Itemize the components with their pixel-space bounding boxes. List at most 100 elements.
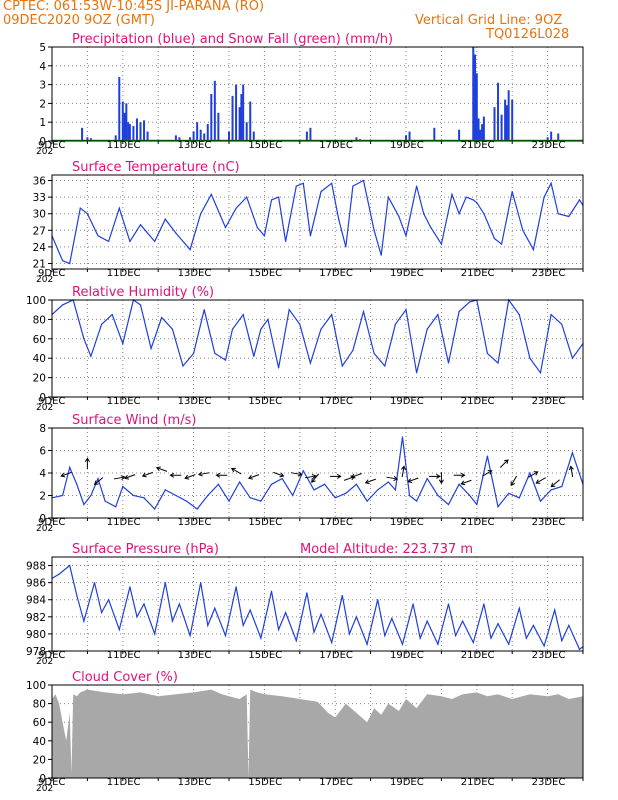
- wind-arrow-head: [460, 480, 466, 486]
- series-point: [550, 313, 552, 316]
- series-point: [136, 616, 138, 618]
- series-point: [83, 338, 85, 340]
- series-point: [561, 485, 563, 488]
- x-tick-label: 11DEC: [107, 650, 141, 661]
- y-tick-label: 984: [26, 595, 46, 607]
- x-tick-label: 17DEC: [319, 517, 353, 528]
- series-point: [129, 240, 131, 242]
- y-tick-label: 982: [26, 612, 46, 624]
- precip-bar: [231, 95, 234, 141]
- wind-arrow: [535, 477, 546, 484]
- series-point: [430, 226, 432, 229]
- x-tick-label: 17DEC: [319, 140, 353, 151]
- series-point: [355, 616, 358, 618]
- header-code: TQ0126L028: [486, 27, 570, 42]
- series-point: [143, 497, 145, 499]
- series-point: [246, 196, 248, 198]
- series-point: [331, 182, 333, 184]
- y-tick-label: 8: [39, 423, 46, 435]
- series-point: [69, 262, 71, 265]
- wind-arrow-head: [510, 481, 515, 487]
- series-point: [447, 603, 450, 605]
- y-tick-label: 20: [33, 754, 46, 766]
- series-point: [408, 494, 411, 497]
- wind-arrow-shaft: [273, 471, 284, 477]
- panel-title: Cloud Cover (%): [72, 670, 178, 685]
- series-line: [51, 298, 584, 375]
- series-point: [405, 309, 407, 311]
- wind-arrow-shaft: [61, 471, 72, 477]
- wind-arrow-shaft: [482, 470, 492, 477]
- series-point: [511, 190, 513, 193]
- wind-arrow: [386, 476, 399, 481]
- y-tick-label: 0: [39, 136, 46, 148]
- series-point: [458, 311, 460, 313]
- series-point: [469, 494, 471, 497]
- series-point: [302, 182, 304, 184]
- wind-arrow: [428, 473, 441, 479]
- series-point: [171, 620, 173, 622]
- series-point: [373, 229, 375, 231]
- series-point: [341, 365, 343, 367]
- wind-arrow-head: [438, 479, 444, 485]
- wind-arrow: [453, 472, 466, 478]
- precip-bar: [81, 127, 84, 141]
- wind-arrow-head: [533, 471, 539, 476]
- wind-arrow-head: [60, 472, 66, 478]
- wind-arrow-head: [400, 465, 406, 471]
- wind-arrow-shaft: [528, 471, 538, 478]
- series-point: [313, 489, 315, 491]
- wind-arrow-head: [503, 459, 509, 464]
- y-tick-label: 24: [33, 242, 47, 254]
- wind-arrow: [305, 474, 317, 479]
- series-point: [256, 226, 258, 229]
- precip-bar: [213, 80, 216, 141]
- y-tick-label: 80: [33, 699, 46, 711]
- precip-bar: [128, 124, 131, 141]
- precip-bar: [242, 84, 245, 141]
- series-point: [132, 494, 135, 497]
- series-point: [394, 323, 396, 325]
- series-point: [518, 497, 520, 499]
- series-point: [462, 620, 464, 622]
- x-tick-label: 21DEC: [461, 777, 495, 788]
- series-point: [154, 633, 156, 635]
- x-tick-label: 13DEC: [178, 650, 212, 661]
- wind-arrow-head: [279, 472, 285, 478]
- series-point: [200, 582, 202, 584]
- precip-bar: [121, 101, 124, 141]
- precip-bar: [206, 124, 209, 141]
- wind-arrow: [141, 471, 153, 478]
- x-tick-label: 15DEC: [248, 650, 282, 661]
- series-point: [58, 573, 60, 575]
- series-point: [129, 586, 131, 588]
- precip-bar: [118, 77, 121, 141]
- series-point: [532, 624, 535, 626]
- wind-arrow-shaft: [401, 466, 405, 478]
- series-point: [207, 624, 209, 626]
- series-point: [469, 301, 471, 303]
- series-point: [79, 207, 81, 209]
- series-point: [175, 232, 177, 234]
- panel-5: 0 20 40 60 80 100 9DEC 11DEC 13DEC 15DEC 17DEC 19DE…: [26, 670, 584, 794]
- series-point: [426, 478, 428, 480]
- series-point: [235, 586, 237, 588]
- wind-arrow-head: [436, 473, 441, 479]
- wind-arrow-head: [311, 474, 317, 479]
- precip-bar: [497, 82, 500, 141]
- series-point: [331, 641, 333, 644]
- series-point: [352, 185, 354, 187]
- y-tick-label: 100: [26, 295, 46, 307]
- y-tick-label: 60: [33, 334, 46, 346]
- series-point: [416, 185, 418, 187]
- x-tick-label: 9DEC: [38, 650, 65, 661]
- precip-bar: [86, 137, 89, 141]
- series-point: [401, 436, 404, 438]
- precip-bar: [127, 122, 130, 141]
- x-tick-label: 19DEC: [390, 396, 424, 407]
- precip-bar: [199, 129, 202, 141]
- wind-arrow: [528, 471, 539, 478]
- series-point: [200, 213, 202, 215]
- series-point: [62, 494, 64, 497]
